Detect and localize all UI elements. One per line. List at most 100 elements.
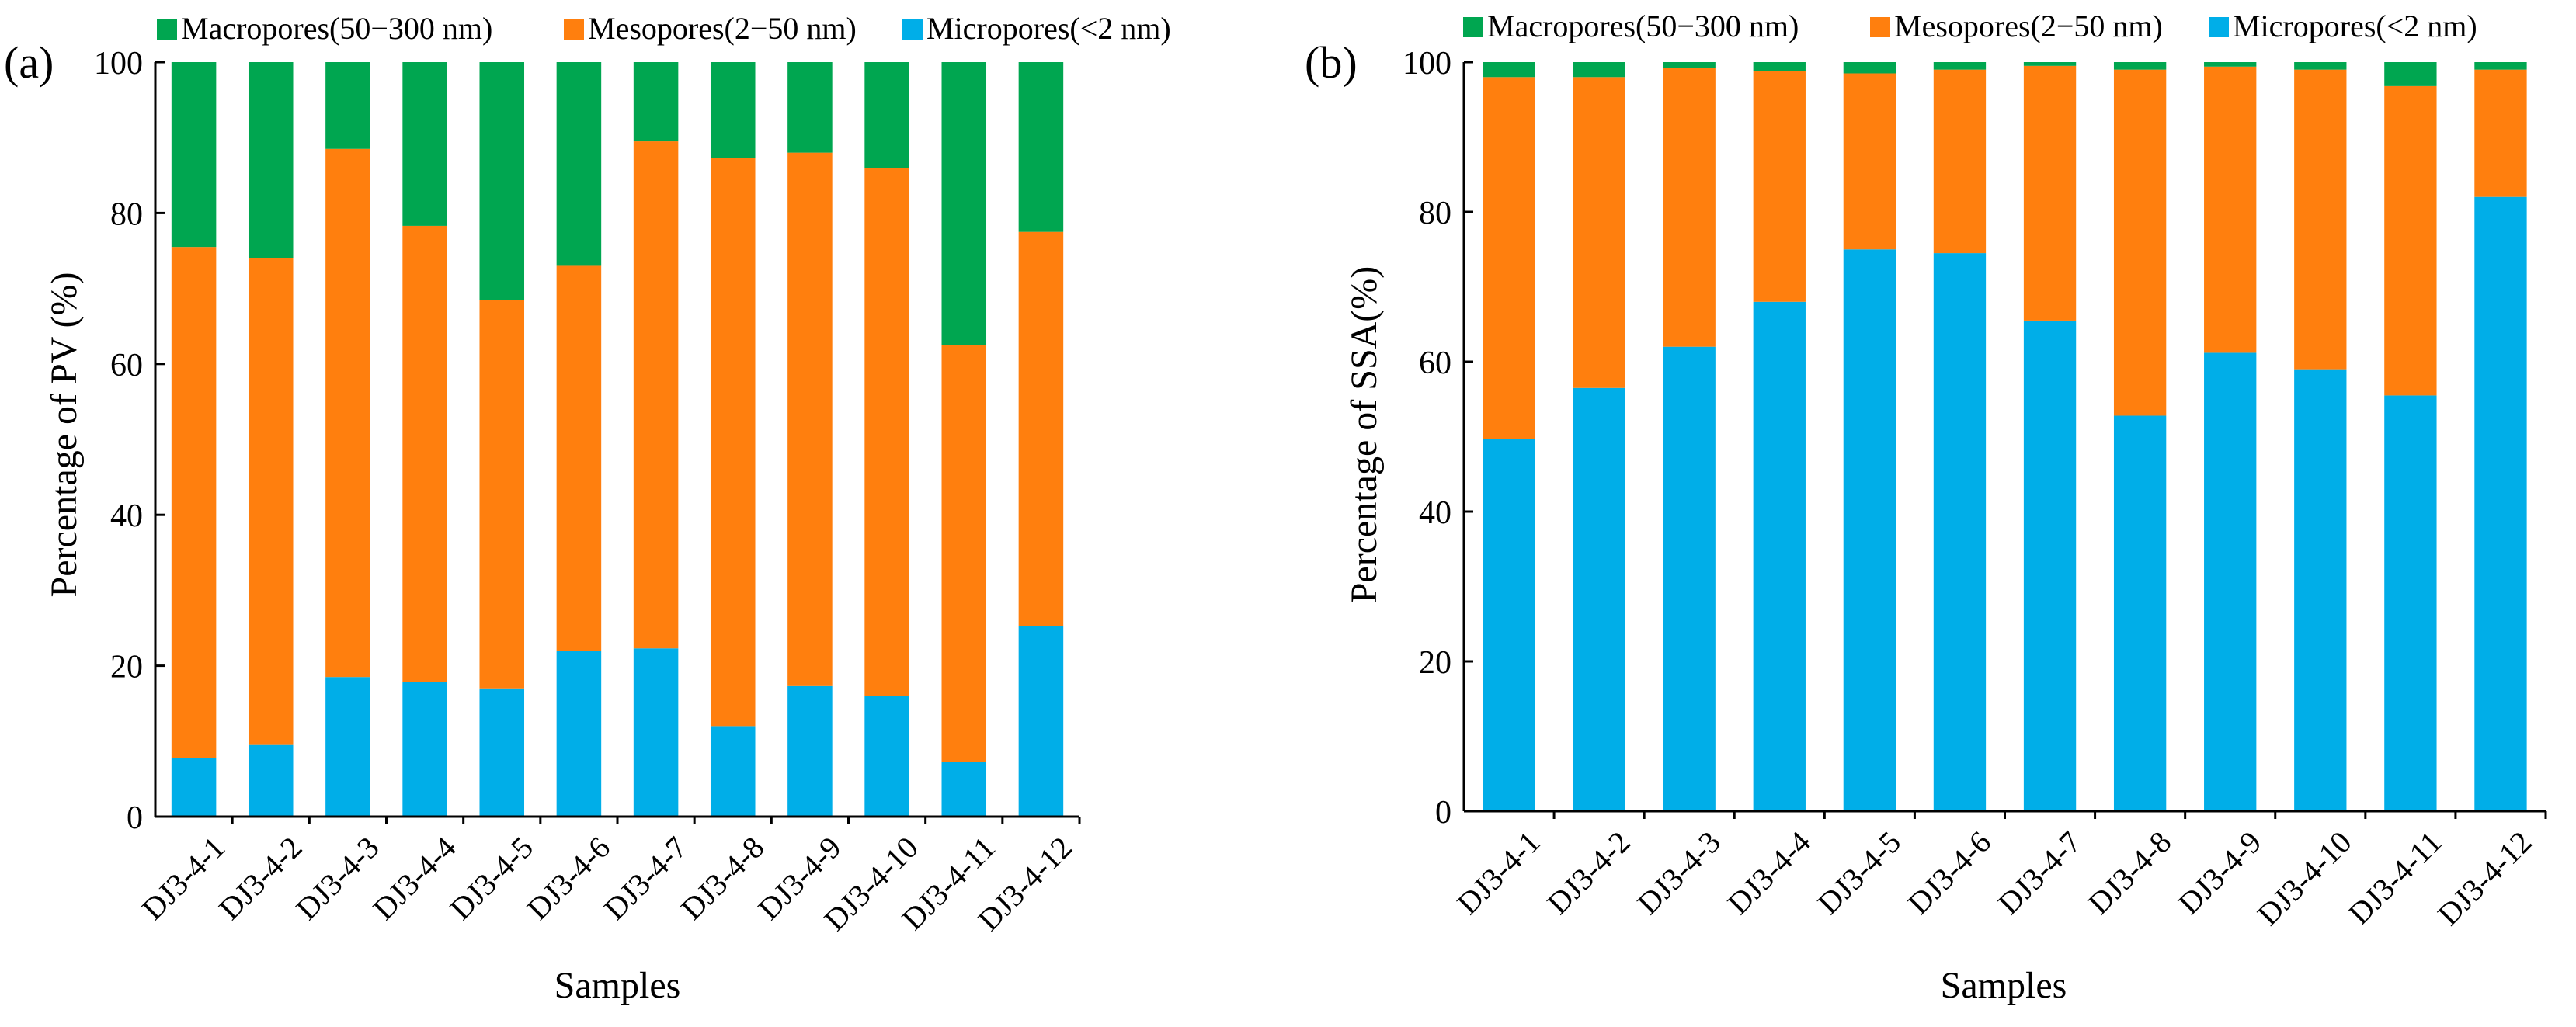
panel-b-label: (b) <box>1305 37 1358 88</box>
legend-label-mesopores: Mesopores(2−50 nm) <box>588 11 857 46</box>
panel-a-bar-DJ3-4-11-mesopores <box>941 345 987 762</box>
panel-b-chart: Macropores(50−300 nm) Mesopores(2−50 nm)… <box>1305 9 2547 1006</box>
panel-b-x-tick-label: DJ3-4-3 <box>1630 824 1727 921</box>
panel-a-bar-DJ3-4-5-macropores <box>479 62 525 300</box>
panel-a-bar-DJ3-4-9-micropores <box>787 685 833 817</box>
panel-a-bar-DJ3-4-6-micropores <box>556 651 602 817</box>
legend-label-macropores: Macropores(50−300 nm) <box>1487 9 1799 43</box>
panel-a-bar-DJ3-4-11-micropores <box>941 762 987 817</box>
panel-a-bar-DJ3-4-8-mesopores <box>710 158 756 727</box>
panel-b-bar-DJ3-4-9-macropores <box>2204 62 2257 67</box>
panel-b-x-tick-label: DJ3-4-10 <box>2251 824 2359 932</box>
panel-b-bar-DJ3-4-2-mesopores <box>1573 77 1625 388</box>
panel-a-bar-DJ3-4-9-mesopores <box>787 152 833 686</box>
panel-b-y-tick-label: 80 <box>1419 196 1451 231</box>
panel-b-bar-DJ3-4-3-macropores <box>1663 62 1716 68</box>
panel-a-bar-DJ3-4-8-macropores <box>710 62 756 158</box>
panel-b-bar-DJ3-4-4-macropores <box>1753 62 1806 71</box>
legend-label-micropores: Micropores(<2 nm) <box>2233 9 2477 43</box>
panel-b-bar-DJ3-4-12-mesopores <box>2474 69 2527 197</box>
panel-a-label: (a) <box>4 37 54 88</box>
panel-a-bar-DJ3-4-1-micropores <box>171 758 217 817</box>
panel-a-legend: Macropores(50−300 nm) Mesopores(2−50 nm)… <box>157 11 1171 46</box>
panel-b-bar-DJ3-4-11-macropores <box>2384 62 2437 86</box>
panel-b-bar-DJ3-4-10-micropores <box>2294 369 2347 811</box>
panel-b-bar-DJ3-4-4-mesopores <box>1753 71 1806 302</box>
panel-b-bar-DJ3-4-1-mesopores <box>1483 77 1535 439</box>
panel-a-bar-DJ3-4-5-mesopores <box>479 300 525 689</box>
panel-a-bar-DJ3-4-6-mesopores <box>556 265 602 651</box>
panel-a-y-tick-label: 80 <box>110 196 143 232</box>
legend-swatch-mesopores <box>564 19 584 40</box>
panel-b-x-tick-label: DJ3-4-12 <box>2431 824 2539 932</box>
panel-b-x-tick-label: DJ3-4-1 <box>1450 824 1547 921</box>
panel-a-bar-DJ3-4-12-macropores <box>1018 62 1064 232</box>
panel-b-x-tick-label: DJ3-4-2 <box>1540 824 1637 921</box>
panel-b-bar-DJ3-4-1-macropores <box>1483 62 1535 78</box>
panel-b-bar-DJ3-4-7-micropores <box>2023 320 2077 811</box>
panel-a-y-tick-label: 40 <box>110 498 143 534</box>
panel-a-bar-DJ3-4-11-macropores <box>941 62 987 345</box>
panel-a-bar-DJ3-4-12-micropores <box>1018 626 1064 817</box>
panel-b-bar-DJ3-4-3-mesopores <box>1663 68 1716 347</box>
panel-a-x-tick-label: DJ3-4-4 <box>366 830 463 927</box>
panel-b-bar-DJ3-4-5-micropores <box>1843 249 1896 811</box>
panel-a-x-tick-label: DJ3-4-8 <box>674 830 771 927</box>
panel-a-bar-DJ3-4-9-macropores <box>787 62 833 153</box>
panel-a-bar-DJ3-4-2-micropores <box>248 744 294 817</box>
legend-label-mesopores: Mesopores(2−50 nm) <box>1894 9 2163 43</box>
panel-b-bar-DJ3-4-7-macropores <box>2023 62 2077 66</box>
panel-b-y-axis-title: Percentage of SSA(%) <box>1344 266 1385 604</box>
panel-b-y-tick-label: 100 <box>1403 46 1451 82</box>
panel-b-x-tick-label: DJ3-4-6 <box>1901 824 1998 921</box>
panel-b-x-tick-label: DJ3-4-4 <box>1721 824 1818 921</box>
panel-b-bar-DJ3-4-11-micropores <box>2384 395 2437 811</box>
panel-b-bar-DJ3-4-2-macropores <box>1573 62 1625 78</box>
panel-a-bar-DJ3-4-4-micropores <box>402 682 447 817</box>
panel-a-bar-DJ3-4-10-macropores <box>864 62 909 168</box>
panel-b-bar-DJ3-4-12-micropores <box>2474 196 2527 811</box>
panel-b-bar-DJ3-4-8-micropores <box>2113 415 2167 811</box>
panel-b-bar-DJ3-4-8-macropores <box>2113 62 2167 70</box>
panel-b-x-tick-label: DJ3-4-5 <box>1811 824 1908 921</box>
panel-a-bar-DJ3-4-10-micropores <box>864 696 909 817</box>
panel-a-x-tick-label: DJ3-4-1 <box>135 830 232 927</box>
panel-b-bar-DJ3-4-7-mesopores <box>2023 65 2077 321</box>
panel-b-bar-DJ3-4-6-micropores <box>1933 253 1987 812</box>
legend-label-micropores: Micropores(<2 nm) <box>926 11 1171 46</box>
panel-b-x-tick-label: DJ3-4-11 <box>2341 824 2449 932</box>
panel-a-y-tick-label: 20 <box>110 650 143 685</box>
panel-a-bar-DJ3-4-4-mesopores <box>402 225 447 682</box>
panel-a-chart: Macropores(50−300 nm) Mesopores(2−50 nm)… <box>4 11 1171 1006</box>
panel-b-bar-DJ3-4-9-micropores <box>2204 352 2257 811</box>
panel-a-bar-DJ3-4-2-macropores <box>248 62 294 258</box>
panel-a-x-tick-label: DJ3-4-3 <box>289 830 386 927</box>
legend-label-macropores: Macropores(50−300 nm) <box>181 11 492 46</box>
panel-b-x-axis-title: Samples <box>1941 965 2067 1006</box>
legend-swatch-macropores <box>1463 17 1483 37</box>
panel-b-bar-DJ3-4-4-micropores <box>1753 301 1806 811</box>
legend-swatch-micropores <box>2209 17 2229 37</box>
panel-b-legend: Macropores(50−300 nm) Mesopores(2−50 nm)… <box>1463 9 2477 43</box>
panel-b-y-tick-label: 0 <box>1435 795 1451 831</box>
panel-b-bar-DJ3-4-2-micropores <box>1573 387 1625 811</box>
legend-swatch-mesopores <box>1870 17 1890 37</box>
panel-a-bar-DJ3-4-7-macropores <box>633 62 679 142</box>
panel-b-x-tick-label: DJ3-4-8 <box>2081 824 2178 921</box>
panel-b-bar-DJ3-4-9-mesopores <box>2204 66 2257 353</box>
panel-a-bar-DJ3-4-1-macropores <box>171 62 217 248</box>
panel-b-bar-DJ3-4-10-mesopores <box>2294 69 2347 370</box>
panel-a-bar-DJ3-4-4-macropores <box>402 62 447 226</box>
panel-a-x-tick-label: DJ3-4-2 <box>212 830 309 927</box>
panel-b-bar-DJ3-4-10-macropores <box>2294 62 2347 70</box>
panel-a-bar-DJ3-4-6-macropores <box>556 62 602 266</box>
panel-a-bar-DJ3-4-2-mesopores <box>248 258 294 745</box>
panel-b-bar-DJ3-4-11-mesopores <box>2384 85 2437 396</box>
panel-a-bars <box>171 62 1064 817</box>
panel-a-bar-DJ3-4-3-macropores <box>325 62 370 149</box>
panel-a-y-tick-label: 60 <box>110 348 143 383</box>
legend-swatch-micropores <box>902 19 923 40</box>
legend-swatch-macropores <box>157 19 177 40</box>
panel-b-bar-DJ3-4-1-micropores <box>1483 439 1535 811</box>
panel-a-y-tick-label: 100 <box>94 46 143 82</box>
